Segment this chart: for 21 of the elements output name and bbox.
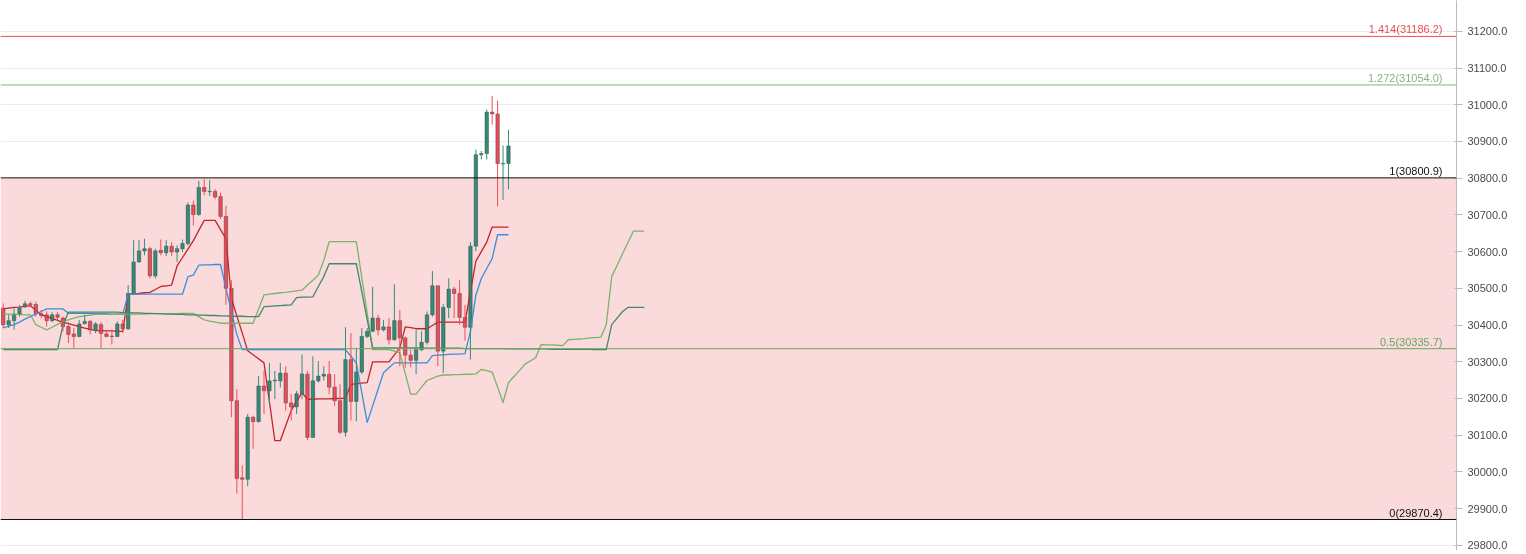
y-tick-label: 30800.0	[1467, 172, 1508, 185]
ref-line-label: 1.272(31054.0)	[1367, 71, 1443, 84]
ref-line-label: 1.414(31186.2)	[1368, 23, 1443, 36]
y-tick-label: 30500.0	[1467, 282, 1508, 295]
line-series	[2, 230, 645, 404]
y-tick-label: 29900.0	[1467, 502, 1508, 515]
y-tick-label: 30900.0	[1467, 135, 1508, 148]
y-tick-label: 29800.0	[1467, 539, 1508, 552]
y-tick-label: 30700.0	[1467, 208, 1508, 221]
y-tick-label: 30400.0	[1467, 319, 1508, 332]
y-tick-label: 30300.0	[1467, 355, 1508, 368]
ref-line-label: 0(29870.4)	[1389, 506, 1443, 519]
ref-line-label: 1(30800.9)	[1389, 164, 1443, 177]
y-tick-label: 30000.0	[1467, 465, 1508, 478]
y-tick-label: 31200.0	[1467, 25, 1508, 38]
y-tick-label: 30100.0	[1467, 429, 1508, 442]
ref-line-label: 0.5(30335.7)	[1380, 335, 1443, 348]
y-tick-label: 30200.0	[1467, 392, 1508, 405]
y-tick-label: 31100.0	[1467, 62, 1507, 75]
y-tick-label: 31000.0	[1467, 98, 1508, 111]
y-tick-label: 30600.0	[1467, 245, 1508, 258]
